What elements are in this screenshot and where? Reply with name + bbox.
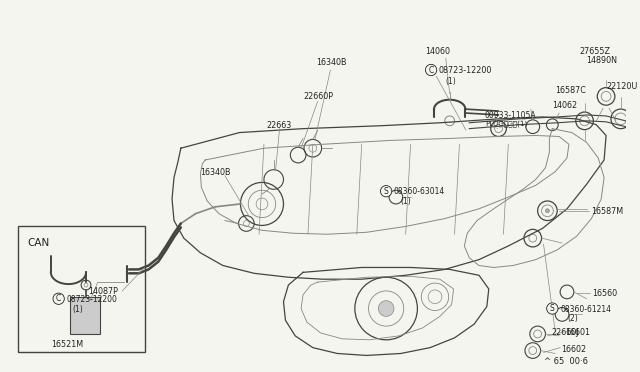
Text: 16340B: 16340B bbox=[200, 168, 231, 177]
Text: 22663: 22663 bbox=[266, 121, 291, 130]
Circle shape bbox=[545, 209, 549, 213]
Text: (1): (1) bbox=[445, 77, 456, 86]
Text: 27655Z: 27655Z bbox=[580, 46, 611, 55]
Text: C: C bbox=[56, 294, 61, 303]
Text: (1): (1) bbox=[72, 305, 83, 314]
Circle shape bbox=[378, 301, 394, 316]
Text: C: C bbox=[428, 65, 434, 74]
Text: 14060: 14060 bbox=[425, 46, 450, 55]
Text: 08723-12200: 08723-12200 bbox=[439, 66, 492, 75]
Bar bbox=[70, 297, 100, 334]
Text: 16601: 16601 bbox=[565, 328, 590, 337]
Text: ^ 65  00·6: ^ 65 00·6 bbox=[543, 357, 588, 366]
Text: 16602: 16602 bbox=[561, 345, 586, 354]
Text: S: S bbox=[384, 187, 388, 196]
Text: (1): (1) bbox=[401, 197, 412, 206]
Text: S: S bbox=[550, 304, 555, 313]
Text: 16340B: 16340B bbox=[316, 58, 346, 67]
Text: 08723-12200: 08723-12200 bbox=[67, 295, 117, 304]
Text: 16587C: 16587C bbox=[556, 86, 586, 94]
Text: CAN: CAN bbox=[28, 238, 50, 248]
Text: 22660P: 22660P bbox=[303, 92, 333, 100]
Text: 16587M: 16587M bbox=[591, 207, 623, 216]
Text: 14062: 14062 bbox=[552, 101, 577, 110]
Text: PLUGプラグ(1): PLUGプラグ(1) bbox=[485, 121, 527, 128]
Text: (2): (2) bbox=[567, 314, 578, 323]
Text: 14087P: 14087P bbox=[88, 287, 118, 296]
Text: 00933-1105A: 00933-1105A bbox=[485, 111, 536, 120]
Text: 14890N: 14890N bbox=[586, 56, 618, 65]
Text: 16521M: 16521M bbox=[51, 340, 83, 349]
Text: 22120U: 22120U bbox=[606, 82, 637, 91]
Text: 08360-63014: 08360-63014 bbox=[394, 187, 445, 196]
Bar bbox=[17, 227, 145, 352]
Text: 22660J: 22660J bbox=[551, 328, 579, 337]
Text: 08360-61214: 08360-61214 bbox=[560, 305, 611, 314]
Text: 16560: 16560 bbox=[593, 289, 618, 298]
